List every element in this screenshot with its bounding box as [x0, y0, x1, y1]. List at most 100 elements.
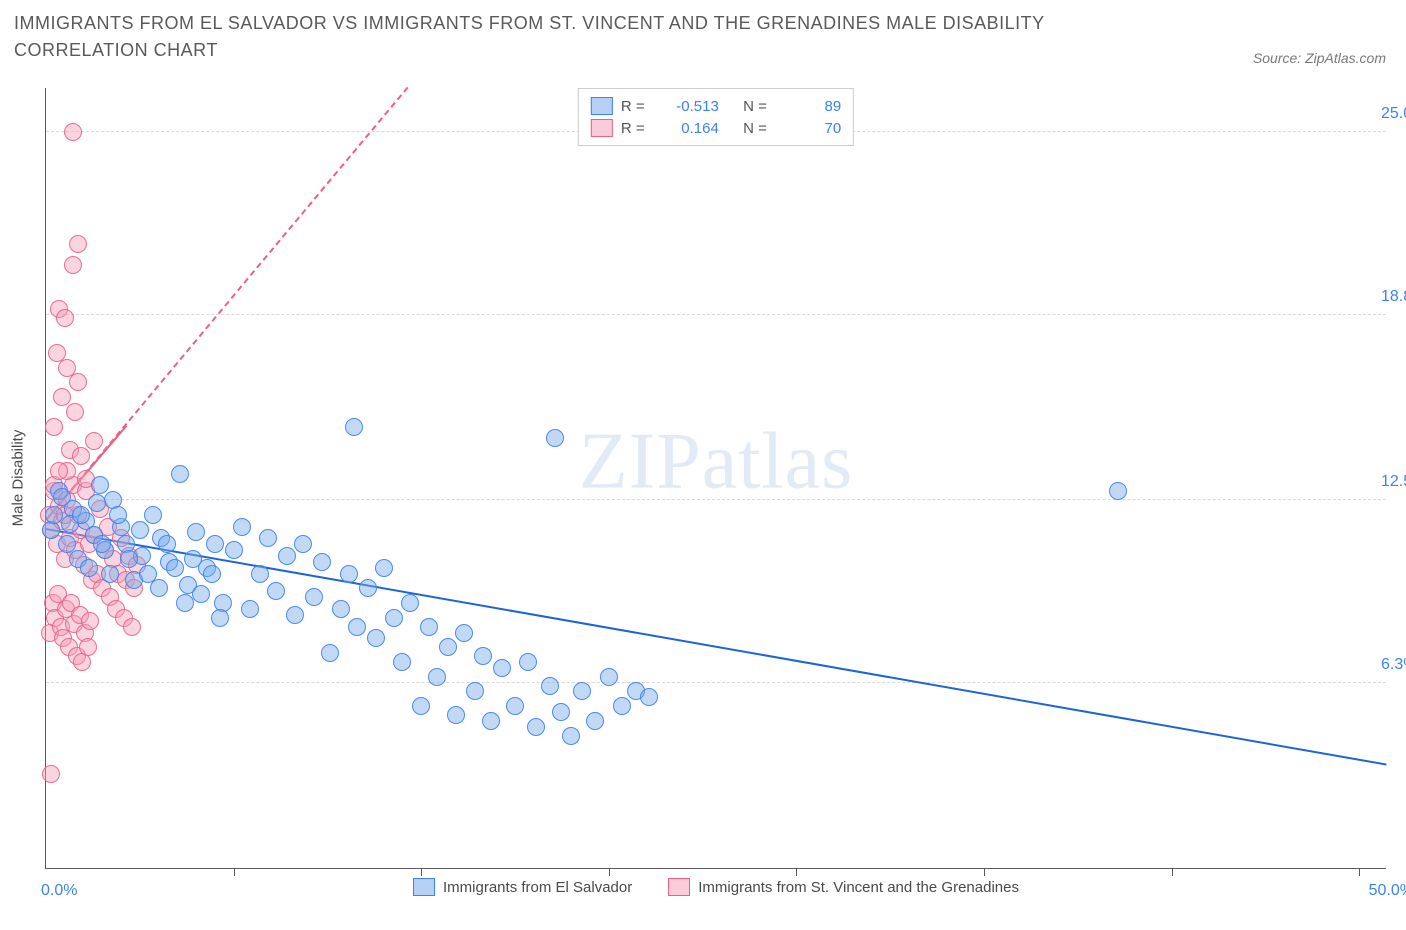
y-tick-label: 6.3% — [1381, 656, 1406, 674]
legend-r-key: R = — [621, 120, 653, 137]
data-point — [359, 579, 377, 597]
x-tick — [609, 868, 610, 876]
data-point — [120, 550, 138, 568]
legend-n-key: N = — [743, 120, 775, 137]
data-point — [428, 668, 446, 686]
data-point — [91, 476, 109, 494]
legend-r-value: 0.164 — [661, 120, 719, 137]
data-point — [85, 432, 103, 450]
data-point — [259, 529, 277, 547]
legend-swatch — [413, 878, 435, 896]
data-point — [412, 697, 430, 715]
x-tick — [1359, 868, 1360, 876]
data-point — [286, 606, 304, 624]
data-point — [447, 706, 465, 724]
series-label: Immigrants from St. Vincent and the Gren… — [698, 879, 1019, 896]
data-point — [131, 521, 149, 539]
data-point — [340, 565, 358, 583]
data-point — [420, 618, 438, 636]
data-point — [321, 644, 339, 662]
x-tick — [234, 868, 235, 876]
x-tick — [984, 868, 985, 876]
data-point — [53, 488, 71, 506]
data-point — [640, 688, 658, 706]
data-point — [466, 682, 484, 700]
data-point — [482, 712, 500, 730]
data-point — [241, 600, 259, 618]
data-point — [66, 403, 84, 421]
data-point — [203, 565, 221, 583]
data-point — [81, 612, 99, 630]
data-point — [80, 559, 98, 577]
data-point — [474, 647, 492, 665]
data-point — [184, 550, 202, 568]
data-point — [69, 373, 87, 391]
legend-row: R =-0.513 N =89 — [591, 95, 841, 117]
x-tick — [796, 868, 797, 876]
series-legend-item: Immigrants from St. Vincent and the Gren… — [668, 878, 1019, 896]
data-point — [176, 594, 194, 612]
correlation-legend: R =-0.513 N =89R =0.164 N =70 — [578, 88, 854, 146]
data-point — [455, 624, 473, 642]
data-point — [552, 703, 570, 721]
data-point — [144, 506, 162, 524]
data-point — [64, 256, 82, 274]
legend-swatch — [591, 119, 613, 137]
data-point — [166, 559, 184, 577]
data-point — [519, 653, 537, 671]
legend-row: R = 0.164 N = 70 — [591, 117, 841, 139]
data-point — [401, 594, 419, 612]
legend-n-value: 89 — [783, 98, 841, 115]
series-legend-item: Immigrants from El Salvador — [413, 878, 632, 896]
data-point — [313, 553, 331, 571]
gridline — [46, 682, 1386, 683]
data-point — [385, 609, 403, 627]
data-point — [79, 638, 97, 656]
data-point — [546, 429, 564, 447]
data-point — [600, 668, 618, 686]
y-tick-label: 25.0% — [1381, 105, 1406, 123]
legend-r-key: R = — [621, 98, 653, 115]
data-point — [305, 588, 323, 606]
data-point — [267, 582, 285, 600]
chart-title: IMMIGRANTS FROM EL SALVADOR VS IMMIGRANT… — [14, 10, 1114, 64]
legend-swatch — [668, 878, 690, 896]
watermark: ZIPatlas — [579, 417, 854, 508]
data-point — [53, 388, 71, 406]
data-point — [613, 697, 631, 715]
data-point — [439, 638, 457, 656]
data-point — [56, 309, 74, 327]
data-point — [69, 235, 87, 253]
data-point — [109, 506, 127, 524]
data-point — [150, 579, 168, 597]
data-point — [348, 618, 366, 636]
data-point — [225, 541, 243, 559]
data-point — [123, 618, 141, 636]
legend-n-value: 70 — [783, 120, 841, 137]
data-point — [375, 559, 393, 577]
data-point — [158, 535, 176, 553]
data-point — [93, 535, 111, 553]
data-point — [42, 765, 60, 783]
data-point — [45, 418, 63, 436]
data-point — [562, 727, 580, 745]
gridline — [46, 499, 1386, 500]
y-tick-label: 12.5% — [1381, 473, 1406, 491]
y-axis-label: Male Disability — [10, 430, 27, 527]
trend-line — [46, 528, 1386, 765]
data-point — [367, 629, 385, 647]
data-point — [393, 653, 411, 671]
legend-n-key: N = — [743, 98, 775, 115]
data-point — [187, 523, 205, 541]
data-point — [1109, 482, 1127, 500]
data-point — [171, 465, 189, 483]
series-label: Immigrants from El Salvador — [443, 879, 632, 896]
data-point — [345, 418, 363, 436]
data-point — [64, 123, 82, 141]
data-point — [541, 677, 559, 695]
data-point — [88, 494, 106, 512]
data-point — [233, 518, 251, 536]
data-point — [573, 682, 591, 700]
data-point — [527, 718, 545, 736]
data-point — [50, 462, 68, 480]
